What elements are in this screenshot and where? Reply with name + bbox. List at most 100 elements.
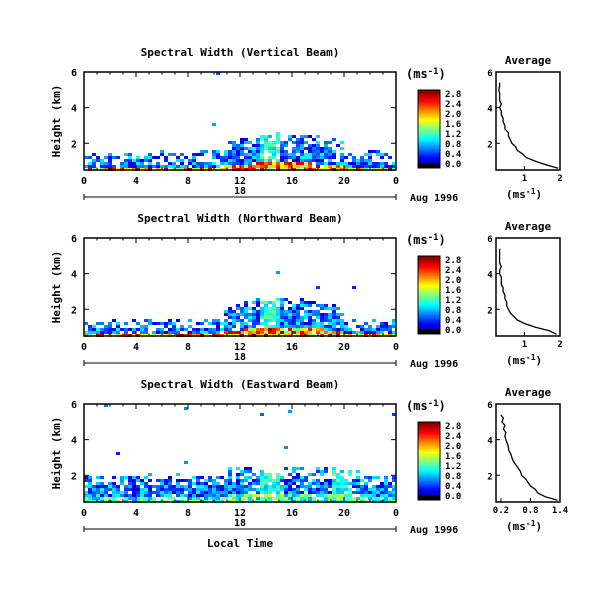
x-tick-label: 0 <box>393 508 399 519</box>
colorbar-step <box>418 459 440 462</box>
colorbar-step <box>418 490 440 493</box>
colorbar-tick-label: 1.6 <box>445 286 461 296</box>
x-tick-label: 4 <box>133 342 139 353</box>
colorbar-step <box>418 463 440 466</box>
average-x-axis-label: (ms-1) <box>506 353 542 367</box>
colorbar-step <box>418 135 440 138</box>
colorbar-step <box>418 440 440 442</box>
heatmap-cells <box>84 271 396 337</box>
colorbar-step <box>418 99 440 102</box>
average-panel: Average 2 4 6 1 2 (ms-1) <box>487 220 562 367</box>
colorbar-step <box>418 267 440 270</box>
colorbar-step <box>418 257 440 260</box>
colorbar-step <box>418 462 440 465</box>
y-tick-label: 2 <box>71 471 77 482</box>
y-tick-label: 6 <box>71 234 77 245</box>
y-tick-label: 2 <box>71 139 77 150</box>
colorbar-step <box>418 115 440 117</box>
colorbar-step <box>418 301 440 304</box>
colorbar-step <box>418 108 440 110</box>
x-axis-label: Local Time <box>207 537 274 550</box>
colorbar-step <box>418 90 440 92</box>
x-tick-label: 12 <box>234 176 246 187</box>
colorbar-step <box>418 110 440 113</box>
colorbar-step <box>418 155 440 158</box>
colorbar-step <box>418 271 440 274</box>
colorbar-step <box>418 92 440 95</box>
colorbar-step <box>418 472 440 475</box>
average-y-tick-label: 4 <box>487 271 493 281</box>
average-x-tick-label: 2 <box>557 174 562 184</box>
colorbar-step <box>418 161 440 163</box>
colorbar-step <box>418 283 440 286</box>
colorbar-tick-label: 2.4 <box>445 266 462 276</box>
colorbar-step <box>418 91 440 94</box>
colorbar-step <box>418 109 440 112</box>
average-x-tick-label: 1 <box>522 340 527 350</box>
colorbar-step <box>418 484 440 487</box>
colorbar-tick-label: 2.8 <box>445 256 461 266</box>
colorbar-step <box>418 140 440 143</box>
x-tick-label: 12 <box>234 342 246 353</box>
colorbar-step <box>418 481 440 484</box>
colorbar-tick-label: 1.2 <box>445 296 461 306</box>
average-title: Average <box>505 54 552 67</box>
colorbar-step <box>418 268 440 271</box>
panel-1: Spectral Width (Vertical Beam)0 4 8 12 16 20 0… <box>50 46 563 204</box>
colorbar-step <box>418 303 440 306</box>
colorbar-step <box>418 285 440 288</box>
average-profile-line <box>498 248 557 335</box>
colorbar-step <box>418 96 440 99</box>
colorbar-step <box>418 461 440 463</box>
y-tick-label: 6 <box>71 68 77 79</box>
colorbar-step <box>418 102 440 105</box>
colorbar-tick-label: 2.4 <box>445 100 462 110</box>
colorbar-step <box>418 476 440 479</box>
colorbar-step <box>418 103 440 106</box>
colorbar-step <box>418 466 440 469</box>
colorbar-step <box>418 296 440 299</box>
colorbar-tick-label: 2.8 <box>445 422 461 432</box>
colorbar-step <box>418 106 440 109</box>
colorbar-step <box>418 423 440 426</box>
colorbar-tick-label: 2.0 <box>445 442 461 452</box>
x-tick-label: 0 <box>81 342 87 353</box>
heatmap-cells <box>84 404 396 503</box>
colorbar-step <box>418 112 440 115</box>
colorbar-step <box>418 116 440 119</box>
colorbar-step <box>418 314 440 317</box>
colorbar-step <box>418 449 440 452</box>
colorbar-step <box>418 313 440 315</box>
colorbar-tick-label: 0.4 <box>445 482 462 492</box>
colorbar-step <box>418 427 440 430</box>
colorbar-step <box>418 101 440 104</box>
panel-title: Spectral Width (Vertical Beam) <box>141 46 340 59</box>
colorbar-step <box>418 321 440 324</box>
colorbar-floor <box>418 329 440 334</box>
date-label: Aug 1996 <box>410 359 458 370</box>
average-frame <box>495 237 561 337</box>
y-tick-label: 6 <box>71 400 77 411</box>
colorbar-step <box>418 424 440 427</box>
y-tick-label: 2 <box>71 305 77 316</box>
colorbar-step <box>418 426 440 429</box>
colorbar-unit: (ms-1) <box>406 67 446 81</box>
colorbar-step <box>418 127 440 130</box>
colorbar-step <box>418 94 440 97</box>
colorbar-step <box>418 147 440 149</box>
colorbar-step <box>418 126 440 129</box>
average-x-tick-label: 0.2 <box>493 506 509 516</box>
colorbar-step <box>418 133 440 136</box>
colorbar-step <box>418 491 440 494</box>
x-tick-label: 20 <box>338 342 350 353</box>
colorbar-step <box>418 158 440 161</box>
average-y-tick-label: 4 <box>487 437 493 447</box>
colorbar-step <box>418 455 440 458</box>
colorbar-step <box>418 435 440 438</box>
colorbar-step <box>418 488 440 491</box>
colorbar-step <box>418 119 440 122</box>
x-tick-label: 0 <box>393 342 399 353</box>
colorbar-step <box>418 297 440 300</box>
colorbar-step <box>418 438 440 441</box>
colorbar-step <box>418 144 440 147</box>
